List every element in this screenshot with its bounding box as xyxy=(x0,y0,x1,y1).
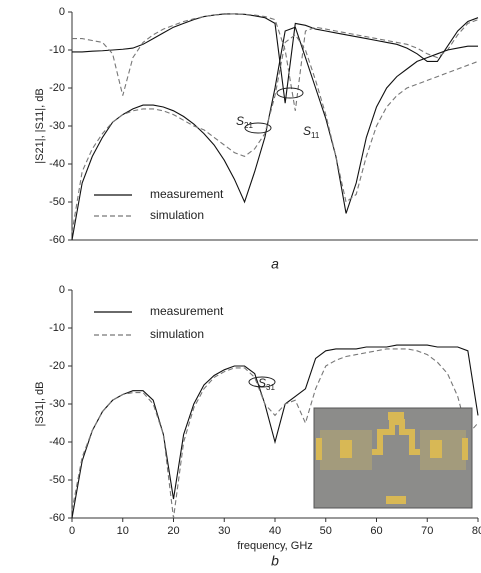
y-tick-label: -30 xyxy=(49,398,65,410)
annotation: S21 xyxy=(236,114,253,130)
series-line xyxy=(71,344,479,519)
annotation-text: S xyxy=(258,376,266,390)
y-axis-label: |S31|, dB xyxy=(34,382,46,427)
annotation-subscript: 21 xyxy=(244,121,253,130)
annotation-text: S xyxy=(236,114,244,128)
annotation-ellipse xyxy=(276,87,304,99)
y-tick-label: -50 xyxy=(49,196,65,208)
y-axis-label: |S21|, |S11|, dB xyxy=(34,88,46,163)
annotation-ellipse xyxy=(248,376,276,388)
y-tick-label: -40 xyxy=(49,158,65,170)
x-axis-label: frequency, GHz xyxy=(237,540,313,552)
x-tick-label: 20 xyxy=(167,525,179,537)
inset-photo xyxy=(313,407,473,509)
annotation-text: S xyxy=(303,124,311,138)
y-tick-label: 0 xyxy=(59,284,65,296)
x-tick-label: 50 xyxy=(320,525,332,537)
y-tick-label: -20 xyxy=(49,360,65,372)
x-tick-label: 30 xyxy=(218,525,230,537)
annotation-ellipse xyxy=(244,122,272,134)
y-tick-label: -30 xyxy=(49,120,65,132)
x-tick-label: 60 xyxy=(370,525,382,537)
annotation: S31 xyxy=(258,376,275,392)
x-tick-label: 80 xyxy=(472,525,481,537)
annotation-subscript: 11 xyxy=(311,131,320,140)
legend-label: measurement xyxy=(150,304,224,318)
legend-label: simulation xyxy=(150,327,204,341)
x-tick-label: 40 xyxy=(269,525,281,537)
annotation-subscript: 31 xyxy=(266,383,275,392)
y-tick-label: -50 xyxy=(49,474,65,486)
annotation: S11 xyxy=(303,124,320,140)
y-tick-label: -60 xyxy=(49,234,65,246)
series-line xyxy=(71,348,479,519)
x-tick-label: 0 xyxy=(69,525,75,537)
y-tick-label: -10 xyxy=(49,44,65,56)
y-tick-label: -40 xyxy=(49,436,65,448)
legend-label: simulation xyxy=(150,208,204,222)
y-tick-label: -20 xyxy=(49,82,65,94)
y-tick-label: -10 xyxy=(49,322,65,334)
series-line xyxy=(72,13,479,104)
series-line xyxy=(71,34,479,233)
series-line xyxy=(72,13,479,111)
y-tick-label: 0 xyxy=(59,6,65,18)
y-tick-label: -60 xyxy=(49,512,65,524)
x-tick-label: 70 xyxy=(421,525,433,537)
caption: a xyxy=(271,256,279,272)
legend-label: measurement xyxy=(150,187,224,201)
x-tick-label: 10 xyxy=(117,525,129,537)
series-line xyxy=(71,26,478,241)
caption: b xyxy=(271,553,279,569)
